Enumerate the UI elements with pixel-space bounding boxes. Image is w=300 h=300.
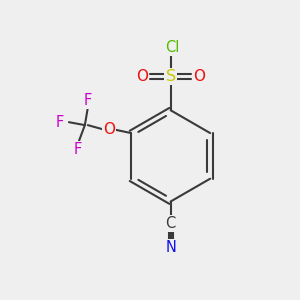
Text: F: F [84, 93, 92, 108]
Text: N: N [165, 240, 176, 255]
Text: Cl: Cl [165, 40, 179, 55]
Text: O: O [103, 122, 115, 137]
Text: F: F [56, 115, 64, 130]
Text: O: O [136, 69, 148, 84]
Text: S: S [166, 69, 176, 84]
Text: O: O [193, 69, 205, 84]
Text: F: F [74, 142, 82, 157]
Text: C: C [166, 216, 176, 231]
